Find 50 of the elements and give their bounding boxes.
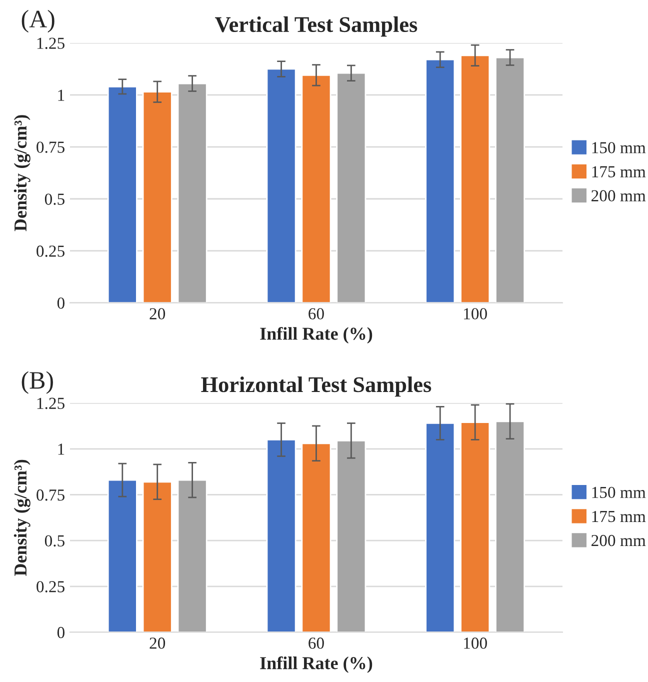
chart-title: Horizontal Test Samples — [201, 376, 432, 397]
bar — [495, 420, 526, 632]
bar — [177, 82, 208, 303]
bar — [266, 439, 296, 632]
bar — [266, 68, 296, 303]
y-axis-title: Density (g/cm³) — [14, 460, 30, 576]
y-tick-label: 0.75 — [36, 489, 64, 501]
bar — [425, 58, 456, 303]
x-axis-title: Infill Rate (%) — [260, 326, 372, 344]
bar — [301, 74, 332, 303]
chart-title: Vertical Test Samples — [215, 16, 418, 37]
y-tick-label: 0.5 — [44, 535, 64, 547]
legend-label: 175 mm — [592, 166, 646, 178]
y-tick-label: 1 — [58, 90, 64, 101]
y-tick-label: 0.75 — [36, 142, 64, 153]
y-tick-label: 0.5 — [44, 194, 64, 205]
text: (B) — [22, 371, 53, 394]
bar — [336, 440, 366, 632]
y-tick-label: 0 — [57, 626, 64, 638]
bar — [425, 422, 456, 632]
legend-label: 150 mm — [592, 486, 646, 498]
x-tick-label: 60 — [308, 638, 324, 649]
bar — [142, 91, 172, 303]
x-tick-label: 100 — [464, 638, 487, 649]
x-tick-label: 20 — [150, 638, 166, 649]
legend-label: 200 mm — [592, 534, 646, 546]
x-tick-label: 60 — [308, 308, 324, 320]
y-tick-label: 0.25 — [36, 246, 64, 257]
legend-label: 200 mm — [592, 190, 646, 202]
x-tick-label: 20 — [150, 308, 166, 320]
y-tick-label: 1.25 — [37, 398, 64, 410]
bar — [107, 86, 138, 303]
y-tick-label: 1 — [58, 444, 64, 455]
bar — [177, 479, 208, 632]
legend-label: 150 mm — [592, 142, 646, 154]
text: (A) — [22, 10, 54, 33]
bar — [107, 479, 138, 632]
bar — [336, 72, 366, 303]
bar — [460, 54, 490, 303]
bar — [301, 442, 332, 632]
y-tick-label: 0 — [57, 298, 64, 309]
bar — [460, 422, 490, 632]
x-axis-title: Infill Rate (%) — [260, 656, 372, 673]
bar — [495, 56, 526, 303]
y-tick-label: 0.25 — [36, 581, 64, 592]
y-axis-title: Density (g/cm³) — [14, 115, 30, 232]
legend-label: 175 mm — [592, 510, 646, 522]
y-tick-label: 1.25 — [37, 38, 64, 49]
bar — [142, 481, 172, 632]
x-tick-label: 100 — [464, 308, 487, 320]
